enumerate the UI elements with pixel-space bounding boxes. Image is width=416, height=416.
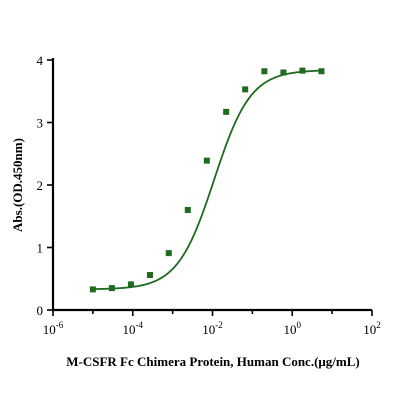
data-point	[203, 157, 210, 164]
data-point	[318, 68, 325, 75]
y-tick-label: 2	[37, 178, 44, 193]
data-point	[299, 67, 306, 74]
data-point	[223, 108, 230, 115]
data-point	[89, 286, 96, 293]
data-point	[242, 86, 249, 93]
x-tick-label: 10-2	[202, 320, 223, 337]
data-point	[261, 68, 268, 75]
x-tick-label: 100	[284, 320, 302, 337]
data-point	[165, 250, 172, 257]
x-tick-label: 10-4	[123, 320, 144, 337]
plot-area	[89, 67, 325, 293]
y-tick-label: 3	[37, 116, 44, 131]
data-point	[127, 281, 134, 288]
data-point	[108, 285, 115, 292]
y-tick-label: 1	[37, 241, 44, 256]
x-tick-label: 10-6	[43, 320, 64, 337]
y-tick-label: 4	[37, 53, 44, 68]
x-axis: 10-6 10-4 10-2 100 102	[43, 308, 381, 337]
x-tick-label: 102	[363, 320, 381, 337]
data-point	[146, 272, 153, 278]
data-point	[280, 69, 287, 76]
y-tick-label: 0	[37, 303, 44, 318]
data-point	[184, 207, 191, 213]
y-axis: 0 1 2 3 4	[37, 53, 55, 318]
y-axis-title: Abs.(OD.450nm)	[10, 138, 25, 232]
x-axis-title: M-CSFR Fc Chimera Protein, Human Conc.(μ…	[66, 354, 359, 369]
fit-curve	[92, 69, 322, 290]
